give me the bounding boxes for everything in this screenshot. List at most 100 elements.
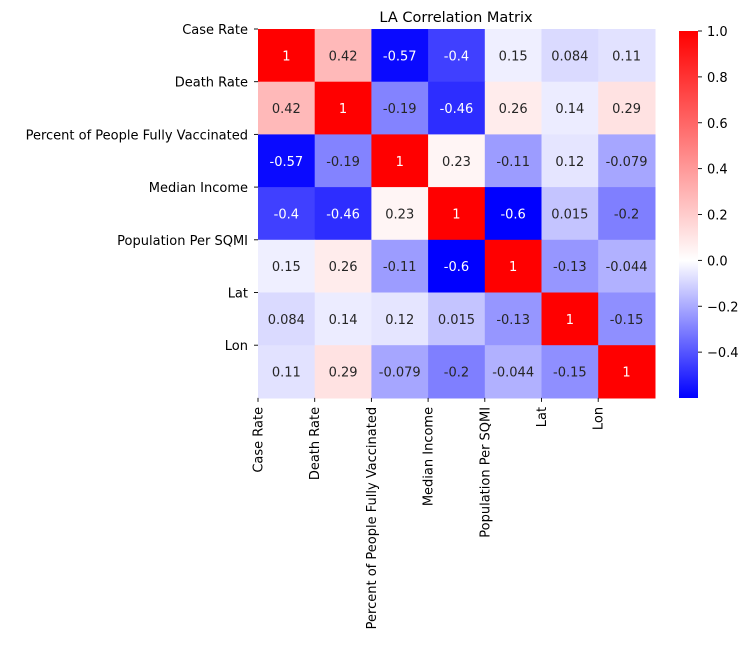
cell-value-label: 0.11 <box>612 49 641 64</box>
cell-value-label: 1 <box>339 102 347 117</box>
cell-value-label: -0.13 <box>496 313 530 328</box>
heatmap-cell <box>484 187 543 241</box>
colorbar-tick-label: 0.4 <box>707 163 728 178</box>
cell-value-label: 0.11 <box>272 366 301 381</box>
heatmap-cell <box>598 81 656 135</box>
cell-value-label: -0.6 <box>444 260 469 275</box>
cell-value-label: 1 <box>622 366 630 381</box>
heatmap-cell <box>258 292 316 346</box>
heatmap-cell <box>598 134 656 188</box>
cell-value-label: -0.2 <box>614 207 639 222</box>
heatmap-cell <box>258 29 316 83</box>
cell-value-label: 0.29 <box>329 366 358 381</box>
heatmap-cell <box>541 81 599 135</box>
cell-value-label: -0.13 <box>553 260 587 275</box>
heatmap-cell <box>484 239 543 294</box>
cell-value-label: -0.044 <box>606 260 648 275</box>
y-tick-label: Case Rate <box>182 23 248 38</box>
y-tick-label: Lat <box>228 287 248 302</box>
y-axis: Case Rate Death Rate Percent of People Ful… <box>26 23 258 354</box>
heatmap-cell <box>541 134 599 188</box>
cell-value-label: -0.079 <box>379 366 421 381</box>
cell-value-label: -0.2 <box>444 366 469 381</box>
heatmap-cell <box>541 187 599 241</box>
heatmap-cell <box>598 29 656 83</box>
cell-value-label: 0.015 <box>551 207 588 222</box>
heatmap-cell <box>258 134 316 188</box>
cell-value-label: 0.084 <box>268 313 305 328</box>
y-tick-label: Lon <box>225 339 248 354</box>
colorbar-tick-label: 1.0 <box>707 25 728 40</box>
cell-value-label: 1 <box>396 155 404 170</box>
cell-value-label: -0.044 <box>492 366 534 381</box>
y-tick-label: Population Per SQMI <box>117 234 248 249</box>
x-tick-label: Median Income <box>422 407 437 506</box>
cell-value-label: 0.26 <box>329 260 358 275</box>
cell-value-label: -0.46 <box>326 207 360 222</box>
cell-value-label: 1 <box>509 260 517 275</box>
cell-value-label: -0.11 <box>496 155 530 170</box>
heatmap-cell <box>258 239 316 294</box>
heatmap-cell <box>314 239 372 294</box>
cell-value-label: 0.23 <box>385 207 414 222</box>
cell-value-label: -0.57 <box>270 155 304 170</box>
x-tick-label: Lon <box>592 407 607 430</box>
heatmap-cell <box>541 345 599 399</box>
chart-title: LA Correlation Matrix <box>379 10 533 26</box>
heatmap-cell <box>371 345 429 399</box>
heatmap-cell <box>598 239 656 294</box>
colorbar-tick-label: 0.0 <box>707 254 728 269</box>
cell-value-label: 1 <box>566 313 574 328</box>
cell-value-label: 0.015 <box>438 313 475 328</box>
heatmap-cell <box>371 81 429 135</box>
x-tick-label: Population Per SQMI <box>478 407 493 538</box>
heatmap-cell <box>484 134 543 188</box>
heatmap-cell <box>314 81 372 135</box>
cell-value-label: 0.15 <box>272 260 301 275</box>
heatmap-cell <box>258 345 316 399</box>
heatmap-cell <box>258 187 316 241</box>
cell-value-label: 0.23 <box>442 155 471 170</box>
heatmap-cell <box>598 187 656 241</box>
heatmap-cell <box>258 81 316 135</box>
cell-value-label: 0.42 <box>272 102 301 117</box>
heatmap-cell <box>428 345 486 399</box>
cell-value-label: 0.12 <box>555 155 584 170</box>
cell-value-label: 0.15 <box>499 49 528 64</box>
cell-value-label: -0.46 <box>440 102 474 117</box>
x-tick-label: Death Rate <box>308 407 323 480</box>
cell-value-label: 0.26 <box>499 102 528 117</box>
colorbar: 1.0 0.8 0.6 0.4 0.2 0.0 −0.2 −0.4 <box>679 25 739 398</box>
heatmap-cell <box>428 292 486 346</box>
heatmap-cell <box>598 345 656 399</box>
cell-value-label: 0.084 <box>551 49 588 64</box>
colorbar-gradient <box>679 31 698 398</box>
cell-value-label: 0.14 <box>555 102 584 117</box>
y-tick-label: Percent of People Fully Vaccinated <box>26 128 248 143</box>
heatmap-cell <box>371 29 429 83</box>
heatmap-cell <box>541 239 599 294</box>
y-tick-label: Death Rate <box>175 76 248 91</box>
heatmap-cell-labels: 1 0.42 -0.57 -0.4 0.15 0.084 0.11 0.42 1 -0.19 -0.… <box>268 49 648 380</box>
colorbar-tick-label: −0.2 <box>707 300 739 315</box>
heatmap-cell <box>541 29 599 83</box>
colorbar-tick-label: 0.6 <box>707 117 728 132</box>
cell-value-label: 0.42 <box>329 49 358 64</box>
heatmap-cell <box>371 187 429 241</box>
heatmap-cell <box>484 29 543 83</box>
heatmap-cell <box>484 345 543 399</box>
cell-value-label: -0.19 <box>383 102 417 117</box>
x-axis: Case Rate Death Rate Percent of People Ful… <box>252 397 607 629</box>
cell-value-label: 1 <box>452 207 460 222</box>
heatmap-cell <box>428 29 486 83</box>
heatmap-cell <box>484 292 543 346</box>
heatmap-cell <box>484 81 543 135</box>
colorbar-tick-label: −0.4 <box>707 346 739 361</box>
cell-value-label: -0.11 <box>383 260 417 275</box>
heatmap-cell <box>541 292 599 346</box>
cell-value-label: 1 <box>282 49 290 64</box>
cell-value-label: 0.14 <box>329 313 358 328</box>
heatmap-cell <box>428 134 486 188</box>
cell-value-label: -0.19 <box>326 155 360 170</box>
cell-value-label: 0.29 <box>612 102 641 117</box>
